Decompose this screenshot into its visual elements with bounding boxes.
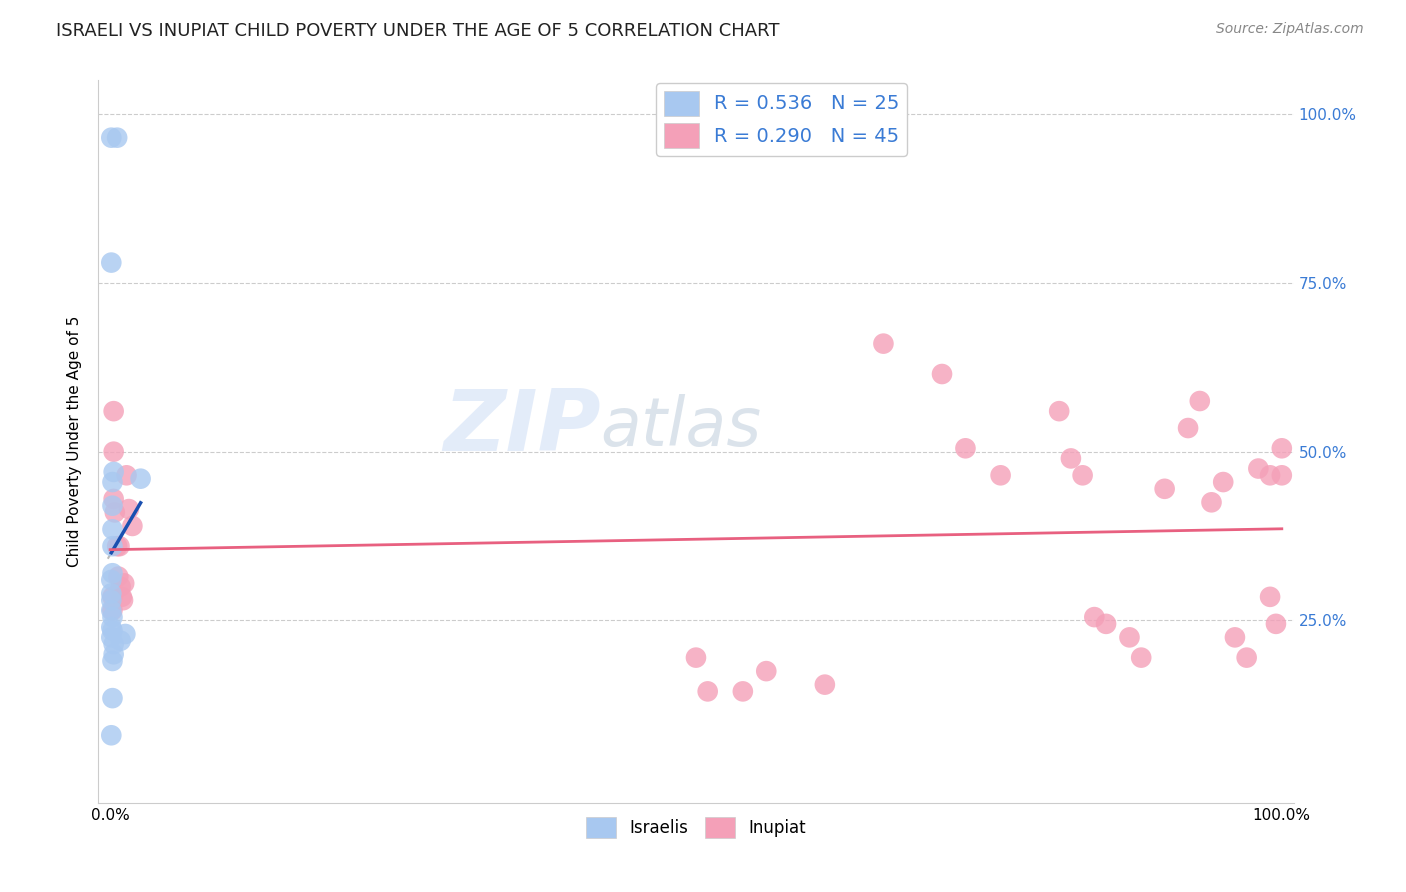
Point — [129, 472, 152, 486]
Point — [105, 539, 128, 553]
Point — [121, 519, 143, 533]
Point — [100, 603, 122, 617]
Point — [103, 647, 125, 661]
Point — [1095, 616, 1118, 631]
Point — [100, 620, 122, 634]
Point — [101, 610, 124, 624]
Point — [101, 566, 124, 581]
Point — [1258, 590, 1281, 604]
Point — [100, 573, 122, 587]
Point — [1271, 442, 1294, 456]
Point — [112, 593, 135, 607]
Point — [101, 475, 124, 489]
Point — [103, 491, 125, 506]
Point — [931, 367, 953, 381]
Point — [1130, 650, 1153, 665]
Point — [1188, 394, 1211, 409]
Point — [101, 654, 124, 668]
Point — [101, 522, 124, 536]
Point — [1060, 451, 1083, 466]
Point — [1265, 616, 1288, 631]
Point — [1271, 468, 1294, 483]
Point — [1247, 461, 1270, 475]
Point — [110, 633, 132, 648]
Text: ZIP: ZIP — [443, 385, 600, 468]
Point — [108, 539, 131, 553]
Point — [107, 569, 129, 583]
Point — [1201, 495, 1223, 509]
Point — [101, 624, 124, 638]
Point — [101, 590, 124, 604]
Point — [1047, 404, 1070, 418]
Point — [1083, 610, 1105, 624]
Point — [100, 593, 122, 607]
Text: ISRAELI VS INUPIAT CHILD POVERTY UNDER THE AGE OF 5 CORRELATION CHART: ISRAELI VS INUPIAT CHILD POVERTY UNDER T… — [56, 22, 780, 40]
Point — [1177, 421, 1199, 435]
Point — [101, 691, 124, 706]
Point — [100, 728, 122, 742]
Point — [114, 627, 136, 641]
Point — [1071, 468, 1094, 483]
Point — [696, 684, 718, 698]
Point — [100, 130, 122, 145]
Point — [1236, 650, 1258, 665]
Point — [112, 576, 135, 591]
Point — [814, 678, 837, 692]
Point — [100, 631, 122, 645]
Point — [1258, 468, 1281, 483]
Point — [100, 586, 122, 600]
Point — [101, 603, 124, 617]
Point — [955, 442, 977, 456]
Point — [100, 255, 122, 269]
Point — [101, 539, 124, 553]
Point — [755, 664, 778, 678]
Point — [731, 684, 754, 698]
Point — [115, 468, 138, 483]
Point — [111, 590, 134, 604]
Point — [103, 637, 125, 651]
Point — [1118, 631, 1140, 645]
Point — [990, 468, 1012, 483]
Text: atlas: atlas — [600, 394, 762, 460]
Y-axis label: Child Poverty Under the Age of 5: Child Poverty Under the Age of 5 — [67, 316, 83, 567]
Point — [105, 130, 128, 145]
Point — [1223, 631, 1246, 645]
Point — [872, 336, 894, 351]
Point — [1212, 475, 1234, 489]
Point — [103, 404, 125, 418]
Point — [101, 499, 124, 513]
Point — [103, 444, 125, 458]
Text: Source: ZipAtlas.com: Source: ZipAtlas.com — [1216, 22, 1364, 37]
Point — [104, 505, 127, 519]
Point — [110, 580, 132, 594]
Point — [118, 502, 141, 516]
Point — [1153, 482, 1175, 496]
Point — [103, 465, 125, 479]
Legend: Israelis, Inupiat: Israelis, Inupiat — [579, 810, 813, 845]
Point — [685, 650, 707, 665]
